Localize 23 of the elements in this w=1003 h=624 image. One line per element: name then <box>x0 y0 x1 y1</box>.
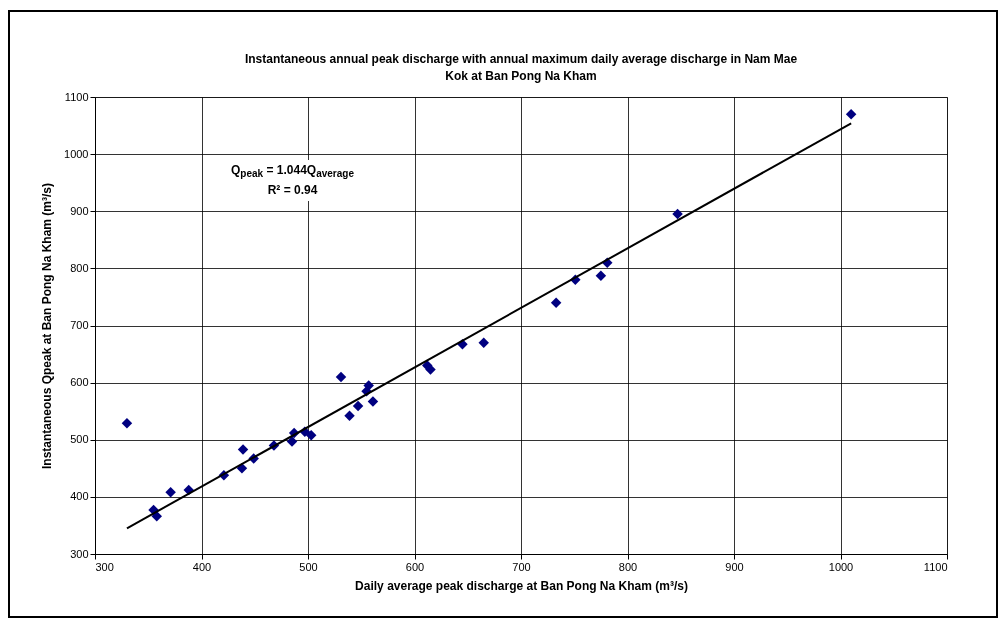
y-tick-label: 500 <box>70 433 89 446</box>
x-tick-label: 600 <box>405 560 425 573</box>
y-axis-title: Instantaneous Qpeak at Ban Pong Na Kham (m³/s) <box>40 182 55 470</box>
x-tick-label: 1100 <box>923 560 948 573</box>
y-tick-label: 1100 <box>64 90 89 103</box>
y-tick-label: 300 <box>70 547 89 560</box>
x-tick-label: 500 <box>299 560 318 573</box>
x-tick-label: 900 <box>725 560 744 573</box>
y-tick-label: 800 <box>70 261 89 274</box>
y-tick-label: 600 <box>70 376 89 389</box>
chart-title: Instantaneous annual peak discharge with annual maximum daily average discharge in Nam Mae Kok at Ban Pong Na Kham <box>244 52 798 83</box>
annotation: R² = 0.94 <box>266 182 319 200</box>
x-tick-label: 700 <box>512 560 531 573</box>
y-tick-label: 900 <box>70 204 89 217</box>
x-tick-label: 1000 <box>828 560 854 573</box>
x-tick-label: 800 <box>618 560 638 573</box>
x-tick-label: 400 <box>192 560 212 573</box>
y-tick-label: 1000 <box>64 147 89 160</box>
y-tick-label: 400 <box>70 490 89 503</box>
annotation: Q$_{peak}$ = 1.044Q$_{average}$ <box>231 162 354 182</box>
x-tick-label: 300 <box>95 560 114 573</box>
y-tick-label: 700 <box>70 319 89 331</box>
x-axis-title: Daily average peak discharge at Ban Pong Na Kham (m³/s) <box>355 578 688 593</box>
